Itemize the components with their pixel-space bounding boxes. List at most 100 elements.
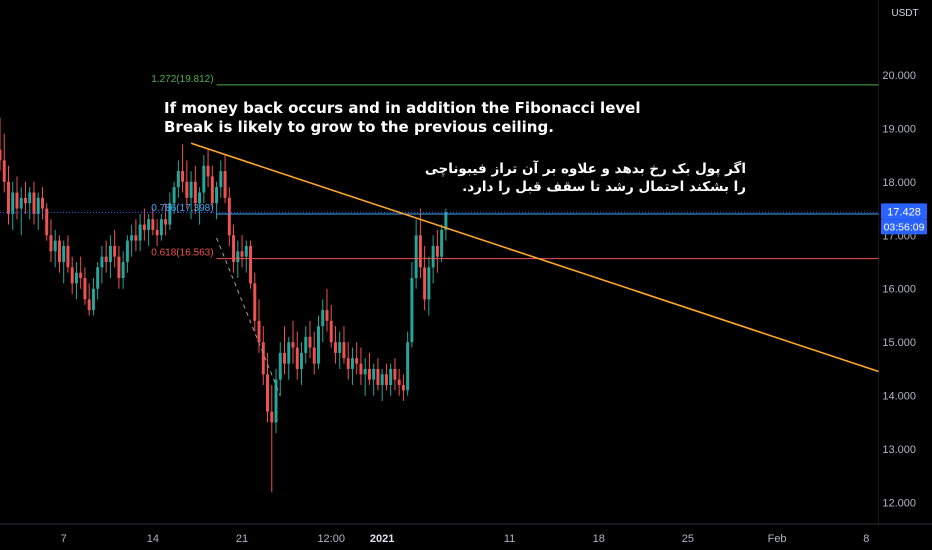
candle-body — [219, 171, 223, 188]
candle-body — [155, 229, 159, 236]
candle-body — [346, 358, 350, 369]
candle-body — [359, 363, 363, 375]
candle-body — [215, 187, 219, 204]
price-tick-label: 16.000 — [882, 284, 916, 296]
candle-body — [62, 245, 66, 262]
candle-body — [108, 245, 112, 262]
annotation-english[interactable]: If money back occurs and in addition the… — [164, 99, 640, 137]
candle-body — [435, 245, 439, 257]
price-tick-label: 15.000 — [882, 337, 916, 349]
price-axis[interactable]: USDT12.00013.00014.00015.00016.00017.000… — [878, 0, 932, 524]
candle-body — [151, 219, 155, 230]
time-tick-label: 18 — [593, 533, 605, 545]
candle-body — [57, 240, 61, 262]
candle-body — [40, 197, 44, 209]
price-axis-bg — [879, 0, 932, 524]
candle-body — [410, 278, 414, 343]
candle-body — [440, 229, 444, 257]
time-tick-label: 25 — [682, 533, 694, 545]
candle-body — [414, 235, 418, 279]
candle-body — [249, 245, 253, 284]
candle-body — [83, 278, 87, 300]
candle-body — [257, 320, 261, 343]
candle-body — [206, 165, 210, 177]
candle-body — [261, 342, 265, 375]
candle-body — [232, 235, 236, 262]
candle-body — [49, 235, 53, 252]
candle-body — [96, 267, 100, 289]
time-tick-label: 11 — [504, 533, 515, 545]
candle-body — [19, 197, 23, 209]
candle-body — [283, 352, 286, 364]
last-price-badge[interactable] — [881, 203, 927, 220]
fib-level-label: 0.786(17.398) — [151, 203, 213, 214]
candle-body — [147, 219, 151, 230]
fibonacci-levels[interactable]: 1.272(19.812) 0.786(17.398) 0.618(16.563) — [0, 74, 879, 260]
countdown-badge — [881, 219, 927, 235]
candle-body — [350, 358, 354, 369]
candle-body — [376, 368, 380, 385]
candle-body — [121, 262, 125, 279]
annotation-persian[interactable]: اگر پول بک رخ بدهد و علاوه بر آن تراز فی… — [425, 160, 746, 196]
candle-body — [308, 336, 312, 348]
candle-body — [53, 240, 57, 252]
candle-body — [66, 245, 70, 268]
price-tick-label: 13.000 — [882, 444, 916, 456]
time-tick-label: 14 — [147, 533, 159, 545]
currency-label: USDT — [891, 8, 918, 19]
last-price-label: 17.428 — [887, 206, 921, 218]
candle-body — [291, 342, 295, 348]
time-tick-label: 8 — [863, 533, 869, 545]
candle-body — [316, 326, 320, 364]
time-tick-label: 2021 — [370, 533, 394, 545]
candle-body — [389, 368, 393, 385]
candle-body — [198, 192, 202, 204]
candle-body — [7, 181, 10, 214]
candle-body — [117, 256, 121, 279]
candle-body — [367, 368, 371, 380]
candle-body — [384, 374, 388, 385]
candle-body — [325, 310, 329, 321]
candle-body — [189, 181, 193, 198]
candle-body — [113, 245, 117, 257]
candle-body — [181, 171, 185, 182]
candle-body — [295, 347, 299, 369]
candle-body — [193, 181, 197, 204]
candle-body — [45, 208, 49, 236]
trendline[interactable] — [190, 142, 880, 373]
candle-body — [287, 342, 291, 364]
candle-body — [2, 160, 6, 182]
time-axis[interactable]: 7 14 21 12:00 2021 11 18 25 Feb 8 — [0, 523, 932, 545]
candle-body — [236, 251, 240, 262]
candle-body — [28, 192, 32, 204]
drawing-lines[interactable] — [190, 142, 880, 396]
candle-body — [15, 192, 19, 209]
candle-body — [418, 235, 422, 268]
candle-body — [125, 240, 129, 262]
candle-body — [23, 197, 27, 204]
fib-level-label: 1.272(19.812) — [151, 74, 213, 85]
annotation-english-line-2: Break is likely to grow to the previous … — [164, 118, 554, 136]
candle-body — [380, 374, 384, 385]
candle-body — [79, 272, 83, 279]
candle-body — [244, 245, 248, 257]
time-tick-label: 12:00 — [317, 533, 345, 545]
candle-body — [300, 352, 303, 369]
candle-body — [87, 299, 91, 311]
candle-body — [393, 368, 397, 380]
annotation-persian-line-2: را بشکند احتمال رشد تا سقف قبل را دارد. — [462, 179, 746, 195]
time-tick-label: 21 — [236, 533, 248, 545]
candle-body — [406, 342, 410, 391]
candle-body — [202, 165, 206, 193]
time-tick-label: Feb — [768, 533, 787, 545]
candle-body — [11, 192, 15, 214]
candle-body — [134, 235, 138, 241]
candle-body — [372, 368, 376, 380]
candle-body — [36, 197, 40, 214]
candle-body — [423, 267, 427, 300]
price-tick-label: 14.000 — [882, 391, 916, 403]
candle-body — [253, 283, 257, 321]
candle-body — [240, 251, 244, 257]
